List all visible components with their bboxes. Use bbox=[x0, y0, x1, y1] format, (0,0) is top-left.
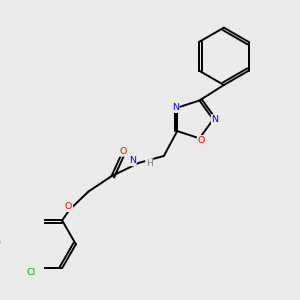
Text: N: N bbox=[129, 156, 136, 165]
Text: N: N bbox=[172, 103, 179, 112]
Text: O: O bbox=[198, 136, 205, 145]
Text: N: N bbox=[212, 115, 219, 124]
Text: O: O bbox=[119, 147, 127, 156]
Text: CH₃: CH₃ bbox=[0, 238, 1, 247]
Text: Cl: Cl bbox=[27, 268, 36, 277]
Text: H: H bbox=[146, 159, 153, 168]
Text: O: O bbox=[65, 202, 72, 211]
